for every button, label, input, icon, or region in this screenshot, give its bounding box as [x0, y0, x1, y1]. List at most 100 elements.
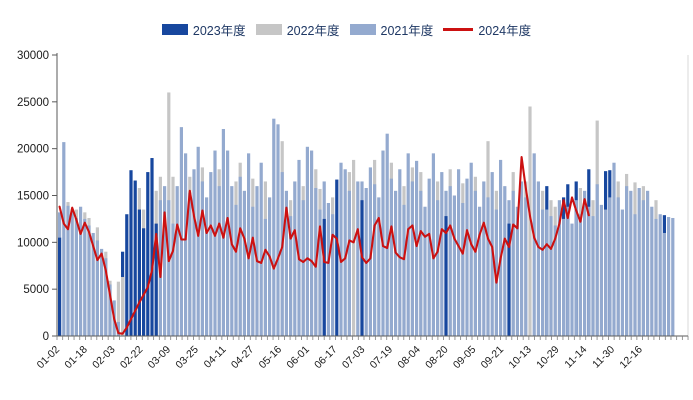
- bar: [494, 209, 498, 336]
- bar: [343, 169, 347, 336]
- legend-label-2023: 2023年度: [192, 24, 246, 38]
- bar: [83, 218, 87, 336]
- bar: [289, 216, 293, 336]
- bar: [524, 197, 528, 336]
- bar: [360, 200, 364, 336]
- bar: [171, 223, 175, 336]
- bar: [578, 214, 582, 336]
- bar: [301, 200, 305, 336]
- bar: [389, 178, 393, 336]
- bar: [125, 214, 129, 336]
- bar: [108, 284, 112, 336]
- bar: [486, 197, 490, 336]
- bar: [347, 190, 351, 336]
- x-tick-label: 02-03: [90, 344, 118, 372]
- legend-label-2022: 2022年度: [286, 24, 340, 38]
- bar: [499, 159, 503, 336]
- bar: [465, 178, 469, 336]
- bar: [415, 160, 419, 336]
- bar: [209, 172, 213, 336]
- y-tick-label: 0: [43, 331, 49, 343]
- bar: [507, 223, 511, 336]
- bar: [595, 184, 599, 336]
- x-tick-label: 08-20: [423, 344, 451, 372]
- bar: [604, 209, 608, 336]
- y-tick-label: 20000: [17, 144, 49, 156]
- x-tick-label: 09-21: [479, 344, 507, 372]
- bar: [515, 206, 519, 336]
- bar: [179, 127, 183, 336]
- bar: [503, 186, 507, 336]
- bar: [326, 202, 330, 336]
- bar: [310, 150, 314, 336]
- x-tick-label: 06-01: [284, 344, 312, 372]
- bar: [192, 169, 196, 336]
- x-tick-label: 07-19: [368, 344, 396, 372]
- bar: [671, 217, 675, 336]
- x-tick-label: 10-29: [534, 344, 562, 372]
- legend-item-2024: 2024年度: [443, 20, 531, 39]
- bar: [583, 190, 587, 336]
- bar: [66, 205, 70, 336]
- bar: [532, 153, 536, 336]
- bar: [654, 218, 658, 336]
- bar: [242, 190, 246, 336]
- bar: [545, 209, 549, 336]
- bar: [440, 172, 444, 336]
- bar: [394, 190, 398, 336]
- bar: [116, 321, 120, 336]
- bar: [658, 214, 662, 336]
- bar: [188, 192, 192, 336]
- bar: [104, 258, 108, 336]
- bar: [335, 179, 339, 336]
- bar: [167, 200, 171, 336]
- bar: [91, 232, 95, 336]
- x-tick-label: 02-22: [118, 344, 146, 372]
- bar: [95, 240, 99, 336]
- bar: [221, 128, 225, 336]
- bar: [650, 206, 654, 336]
- legend-swatch-2023: [161, 24, 188, 35]
- bar-back: [116, 281, 120, 336]
- bar: [205, 197, 209, 336]
- bar: [318, 209, 322, 336]
- bar: [251, 206, 255, 336]
- bar: [646, 190, 650, 336]
- bar: [339, 162, 343, 336]
- bar: [662, 232, 666, 336]
- bar: [175, 186, 179, 336]
- x-tick-label: 09-05: [451, 344, 479, 372]
- bar: [276, 124, 280, 337]
- bar: [637, 188, 641, 336]
- bar: [629, 190, 633, 336]
- bar: [62, 142, 66, 336]
- bar: [305, 146, 309, 336]
- bar: [461, 202, 465, 336]
- bar: [373, 184, 377, 336]
- bar: [566, 206, 570, 336]
- bar: [247, 153, 251, 336]
- bar: [297, 159, 301, 336]
- y-tick-label: 10000: [17, 237, 49, 249]
- bar: [100, 248, 104, 336]
- bar: [356, 181, 360, 336]
- x-tick-label: 07-03: [340, 344, 368, 372]
- bar: [272, 118, 276, 337]
- bar: [431, 153, 435, 336]
- bar: [419, 190, 423, 336]
- bar: [230, 186, 234, 336]
- legend-label-2021: 2021年度: [380, 24, 434, 38]
- bar: [133, 180, 137, 336]
- x-tick-label: 04-11: [202, 344, 229, 371]
- line-2024: [58, 156, 590, 335]
- bar: [150, 158, 154, 336]
- legend-label-2024: 2024年度: [478, 24, 532, 38]
- bar: [137, 209, 141, 336]
- bar: [293, 181, 297, 336]
- bar: [196, 146, 200, 336]
- bar: [553, 225, 557, 336]
- x-tick-label: 08-04: [395, 344, 423, 372]
- bar: [587, 206, 591, 336]
- legend-item-2021: 2021年度: [349, 20, 434, 39]
- bar: [398, 169, 402, 336]
